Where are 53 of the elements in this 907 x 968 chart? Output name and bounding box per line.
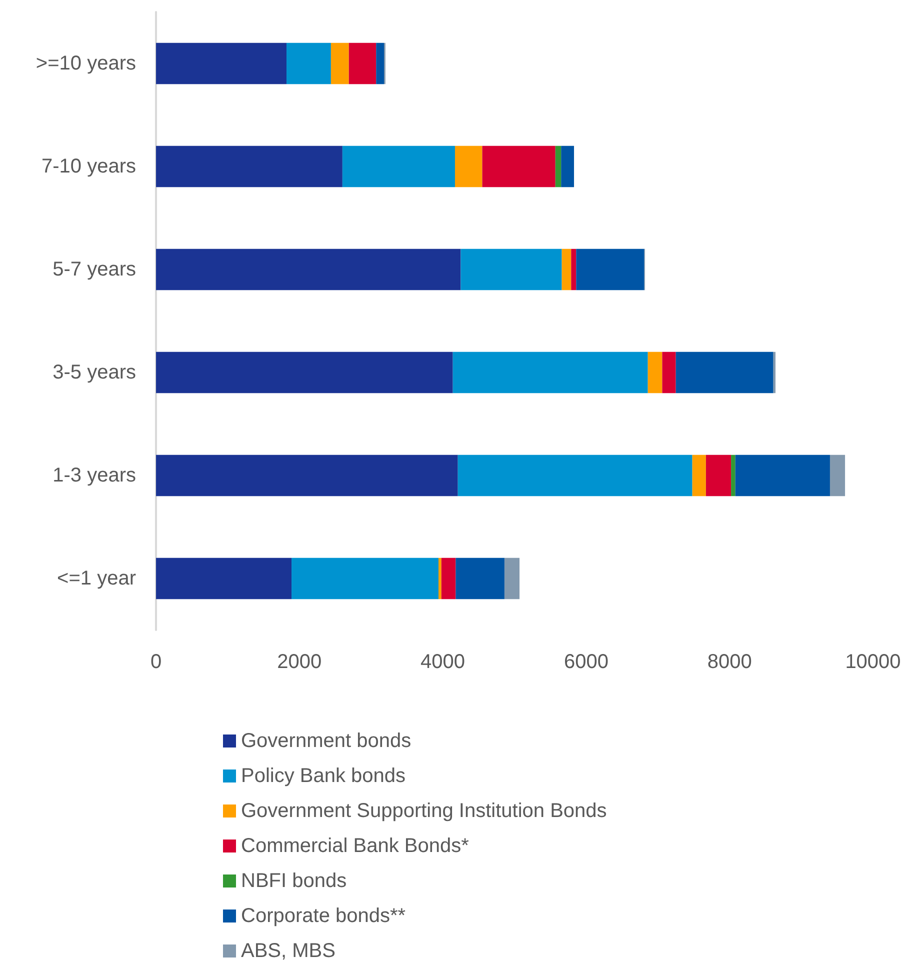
bar	[482, 146, 556, 188]
bar	[292, 558, 438, 600]
bar	[561, 146, 574, 188]
bar	[504, 558, 520, 600]
x-tick-label: 0	[150, 651, 162, 673]
bar	[452, 352, 648, 394]
bar	[676, 352, 774, 394]
legend-label: NBFI bonds	[241, 870, 347, 892]
bar	[571, 248, 576, 290]
y-tick-label: 7-10 years	[42, 156, 136, 178]
bar	[706, 454, 732, 496]
bar	[830, 454, 846, 496]
bar	[441, 558, 456, 600]
bar	[555, 146, 562, 188]
legend-label: Government Supporting Institution Bonds	[241, 800, 607, 822]
bar	[156, 42, 286, 84]
bar	[286, 42, 331, 84]
bar	[458, 454, 692, 496]
bar	[662, 352, 676, 394]
bar	[454, 146, 482, 188]
legend-label: Corporate bonds**	[241, 905, 406, 927]
bar	[562, 248, 572, 290]
bar	[342, 146, 455, 188]
y-tick-label: 1-3 years	[52, 464, 136, 486]
legend-label: Government bonds	[241, 730, 412, 752]
bar	[456, 558, 504, 600]
bar	[156, 558, 292, 600]
x-tick-label: 4000	[420, 651, 466, 673]
bar	[348, 42, 376, 84]
bar	[735, 454, 830, 496]
x-tick-label: 8000	[707, 651, 752, 673]
bar	[156, 454, 458, 496]
bar	[156, 352, 453, 394]
bar	[438, 558, 442, 600]
bar	[731, 454, 736, 496]
x-tick-label: 10000	[845, 651, 901, 673]
bar	[156, 146, 342, 188]
bar	[576, 248, 644, 290]
bar	[692, 454, 706, 496]
bar	[460, 248, 562, 290]
bar	[648, 352, 662, 394]
bar	[376, 42, 384, 84]
y-tick-label: 3-5 years	[52, 362, 136, 384]
legend-label: Commercial Bank Bonds*	[241, 835, 470, 857]
y-tick-label: 5-7 years	[52, 258, 136, 280]
y-tick-label: <=1 year	[57, 568, 136, 590]
bar	[156, 248, 461, 290]
y-tick-label: >=10 years	[36, 52, 136, 74]
legend-label: ABS, MBS	[241, 940, 336, 962]
x-tick-label: 6000	[564, 651, 608, 673]
legend-label: Policy Bank bonds	[241, 765, 406, 787]
x-tick-label: 2000	[277, 651, 322, 673]
bar	[330, 42, 349, 84]
